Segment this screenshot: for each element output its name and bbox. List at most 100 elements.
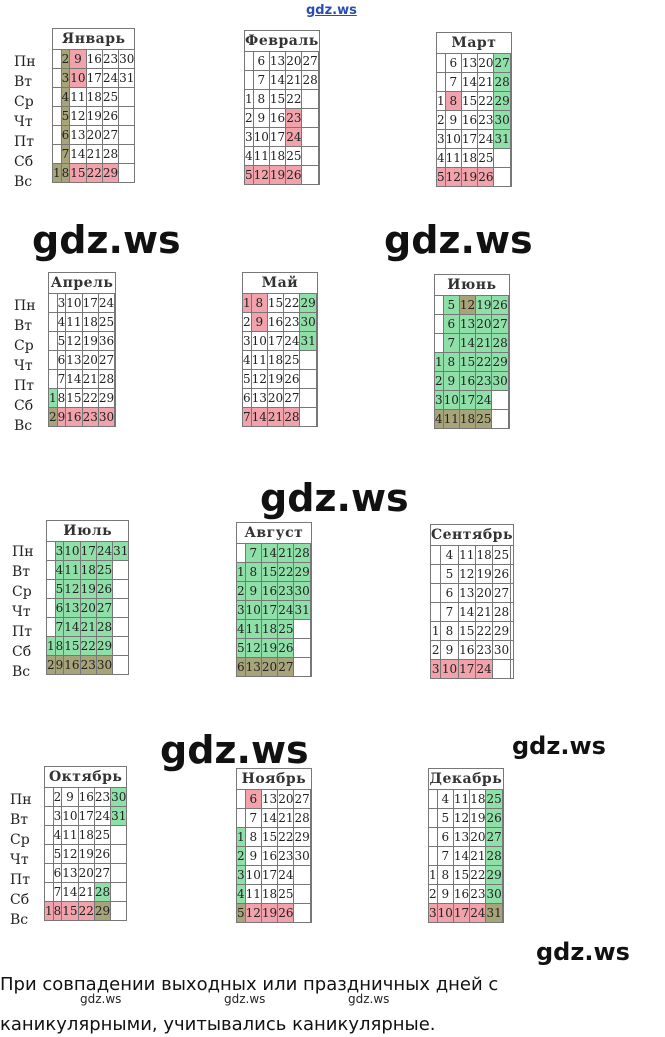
day-cell: 4 (434, 409, 444, 429)
day-cell: 25 (277, 884, 295, 904)
day-cell (48, 312, 58, 332)
week-row: 1 8 15 22 29 (434, 352, 510, 372)
day-cell (309, 619, 312, 639)
day-cell: 7 (436, 846, 454, 866)
day-cell (428, 789, 438, 809)
week-row: 7 14 21 28 (436, 72, 512, 92)
day-cell: 31 (118, 68, 136, 88)
day-cell: 4 (52, 825, 63, 845)
day-cell (46, 598, 56, 618)
day-cell (114, 388, 117, 408)
day-cell: 8 (52, 901, 63, 921)
day-cell (46, 560, 56, 580)
day-cell: 25 (492, 545, 511, 565)
week-row: 7 14 21 28 (48, 369, 117, 389)
day-cell: 9 (54, 655, 65, 675)
day-cell (507, 371, 510, 391)
day-cell: 6 (56, 350, 67, 370)
day-cell: 24 (95, 541, 114, 561)
day-cell: 24 (97, 293, 116, 313)
week-row: 6 13 20 27 (244, 51, 320, 71)
day-cell: 23 (101, 49, 120, 69)
day-cell (491, 390, 509, 410)
day-label: Вс (14, 174, 33, 190)
day-cell: 8 (440, 621, 459, 641)
day-cell: 9 (56, 407, 67, 427)
day-label: Вт (14, 318, 33, 334)
week-row: 1 8 15 22 29 (436, 91, 512, 111)
week-row: 3 10 17 24 31 (428, 903, 504, 923)
day-cell (301, 165, 319, 185)
day-cell: 25 (95, 560, 114, 580)
day-cell (315, 369, 318, 389)
month-grid: Ноябрь 6 13 20 27 7 14 21 28 1 8 15 22 29 2 9 16 23 30 3 10 1… (236, 768, 312, 923)
day-cell: 3 (242, 331, 252, 351)
day-cell: 22 (77, 901, 95, 921)
day-cell: 20 (79, 598, 97, 618)
day-cell: 4 (440, 545, 459, 565)
day-cell: 17 (452, 903, 471, 923)
day-cell (436, 53, 446, 73)
day-cell (309, 827, 312, 847)
day-cell: 27 (101, 125, 120, 145)
day-cell: 18 (260, 884, 279, 904)
day-label: Ср (12, 584, 32, 600)
day-cell: 7 (242, 407, 252, 427)
day-cell: 14 (260, 543, 279, 563)
day-cell (110, 901, 128, 921)
day-cell: 13 (268, 51, 287, 71)
day-cell: 31 (485, 903, 503, 923)
day-cell: 31 (293, 600, 311, 620)
day-cell: 3 (52, 806, 63, 826)
day-cell: 11 (457, 545, 476, 565)
day-cell: 21 (469, 846, 487, 866)
day-cell: 29 (293, 562, 311, 582)
day-cell: 19 (85, 106, 103, 126)
day-cell: 15 (460, 91, 479, 111)
week-row: 5 12 19 26 (44, 844, 128, 864)
day-cell (509, 545, 515, 565)
month-grid: Август 7 14 21 28 1 8 15 22 29 2 9 16 23 30 3 10 17 24 31 4 1… (236, 522, 312, 677)
month-grid: Февраль 6 13 20 27 7 14 21 28 1 8 15 22 2 9 16 23 3 10 17 24… (244, 30, 320, 185)
day-cell: 24 (475, 390, 493, 410)
day-cell: 5 (436, 167, 446, 187)
day-cell: 12 (69, 106, 87, 126)
day-cell: 6 (242, 388, 252, 408)
month-grid: Июль 3 10 17 24 31 4 11 18 25 5 12 19 26 6 13 20 27 7 14 21 2… (45, 520, 130, 675)
day-cell (315, 312, 318, 332)
day-cell: 12 (63, 579, 81, 599)
day-cell: 14 (250, 407, 268, 427)
day-cell: 6 (54, 598, 65, 618)
day-cell: 21 (85, 144, 103, 164)
week-row: 7 14 21 28 (236, 543, 312, 563)
week-row: 3 10 17 24 (244, 127, 320, 147)
day-cell: 22 (277, 562, 295, 582)
day-cell: 18 (260, 619, 279, 639)
week-row: 7 14 21 28 (52, 144, 136, 164)
day-cell: 27 (491, 314, 509, 334)
day-label: Пн (14, 54, 36, 70)
day-cell: 9 (444, 110, 462, 130)
week-row: 4 11 18 25 (52, 87, 136, 107)
day-cell: 23 (277, 581, 295, 601)
month-grid: Апрель 3 10 17 24 4 11 18 25 5 12 19 36 6 13 20 27 7 14 21 2… (47, 272, 117, 427)
day-cell (309, 638, 312, 658)
day-cell (501, 827, 504, 847)
day-cell: 13 (69, 125, 87, 145)
week-row: 3 10 17 24 (434, 390, 510, 410)
day-cell: 15 (69, 163, 87, 183)
day-label: Пт (12, 624, 32, 640)
day-cell: 2 (52, 787, 63, 807)
week-row: 5 12 19 26 (52, 106, 136, 126)
day-cell: 14 (452, 846, 471, 866)
day-cell (317, 146, 320, 166)
month-title: Август (236, 522, 312, 544)
day-cell (315, 388, 318, 408)
day-cell (315, 293, 318, 313)
watermark-small-2: gdz.ws (224, 992, 266, 1006)
day-cell: 11 (61, 825, 79, 845)
page-watermark-top[interactable]: gdz.ws (306, 3, 357, 18)
day-cell (118, 144, 136, 164)
day-cell (507, 390, 510, 410)
day-cell: 15 (260, 562, 279, 582)
